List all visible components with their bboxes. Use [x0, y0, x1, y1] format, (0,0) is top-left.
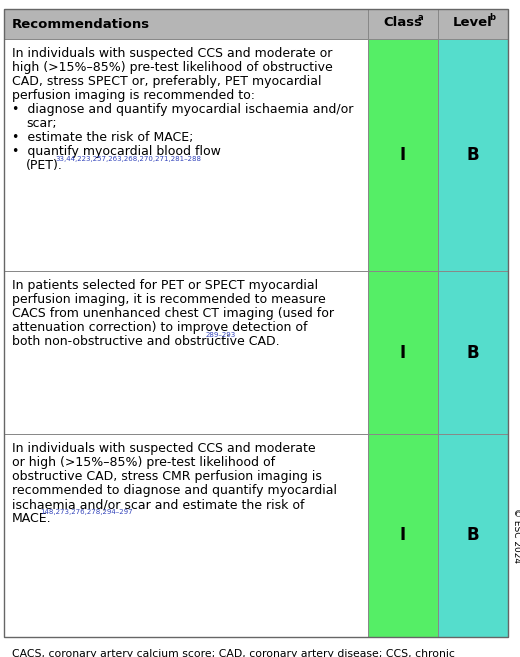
Text: CAD, stress SPECT or, preferably, PET myocardial: CAD, stress SPECT or, preferably, PET my… — [12, 75, 321, 88]
Text: I: I — [400, 526, 406, 545]
Bar — [438, 9, 508, 39]
Bar — [368, 271, 438, 434]
Bar — [4, 9, 368, 39]
Text: Class: Class — [384, 16, 422, 30]
Text: a: a — [418, 14, 424, 22]
Text: both non-obstructive and obstructive CAD.: both non-obstructive and obstructive CAD… — [12, 335, 280, 348]
Bar — [368, 39, 438, 271]
Text: •  quantify myocardial blood flow: • quantify myocardial blood flow — [12, 145, 221, 158]
Text: attenuation correction) to improve detection of: attenuation correction) to improve detec… — [12, 321, 307, 334]
Bar — [438, 434, 508, 637]
Text: MACE.: MACE. — [12, 512, 51, 525]
Text: or high (>15%–85%) pre-test likelihood of: or high (>15%–85%) pre-test likelihood o… — [12, 456, 275, 469]
Text: •  diagnose and quantify myocardial ischaemia and/or: • diagnose and quantify myocardial ischa… — [12, 103, 354, 116]
Text: In patients selected for PET or SPECT myocardial: In patients selected for PET or SPECT my… — [12, 279, 318, 292]
Text: I: I — [400, 146, 406, 164]
Bar — [368, 434, 438, 637]
Text: 148,273,276,278,294–297: 148,273,276,278,294–297 — [40, 509, 133, 515]
Text: © ESC 2024: © ESC 2024 — [513, 508, 520, 563]
Bar — [4, 271, 368, 434]
Text: Recommendations: Recommendations — [12, 18, 150, 30]
Text: recommended to diagnose and quantify myocardial: recommended to diagnose and quantify myo… — [12, 484, 337, 497]
Bar — [368, 9, 438, 39]
Text: high (>15%–85%) pre-test likelihood of obstructive: high (>15%–85%) pre-test likelihood of o… — [12, 61, 333, 74]
Text: scar;: scar; — [26, 117, 57, 130]
Text: B: B — [466, 344, 479, 361]
Bar — [438, 39, 508, 271]
Bar — [4, 434, 368, 637]
Text: •  estimate the risk of MACE;: • estimate the risk of MACE; — [12, 131, 193, 144]
Text: obstructive CAD, stress CMR perfusion imaging is: obstructive CAD, stress CMR perfusion im… — [12, 470, 322, 483]
Text: 33,44,223,257,263,268,270,271,281–288: 33,44,223,257,263,268,270,271,281–288 — [55, 156, 201, 162]
Bar — [438, 271, 508, 434]
Text: perfusion imaging is recommended to:: perfusion imaging is recommended to: — [12, 89, 255, 102]
Bar — [4, 39, 368, 271]
Text: b: b — [489, 14, 495, 22]
Text: perfusion imaging, it is recommended to measure: perfusion imaging, it is recommended to … — [12, 293, 326, 306]
Text: B: B — [466, 526, 479, 545]
Text: I: I — [400, 344, 406, 361]
Text: B: B — [466, 146, 479, 164]
Text: (PET).: (PET). — [26, 159, 63, 172]
Text: 289–293: 289–293 — [206, 332, 236, 338]
Text: In individuals with suspected CCS and moderate: In individuals with suspected CCS and mo… — [12, 442, 316, 455]
Text: CACS, coronary artery calcium score; CAD, coronary artery disease; CCS, chronic: CACS, coronary artery calcium score; CAD… — [12, 649, 455, 657]
Text: In individuals with suspected CCS and moderate or: In individuals with suspected CCS and mo… — [12, 47, 332, 60]
Text: ischaemia and/or scar and estimate the risk of: ischaemia and/or scar and estimate the r… — [12, 498, 305, 511]
Text: Level: Level — [453, 16, 493, 30]
Text: CACS from unenhanced chest CT imaging (used for: CACS from unenhanced chest CT imaging (u… — [12, 307, 334, 320]
